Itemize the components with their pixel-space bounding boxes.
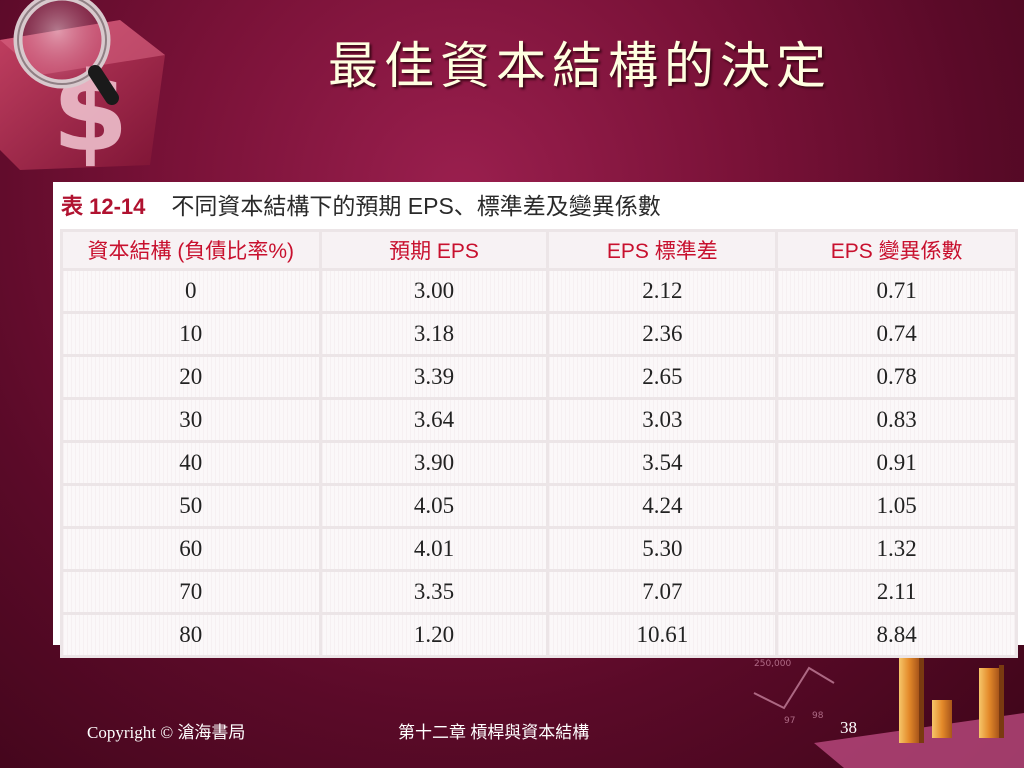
table-caption: 表 12-14 不同資本結構下的預期 EPS、標準差及變異係數	[61, 187, 661, 225]
cell-std-dev: 10.61	[549, 615, 776, 655]
bar-chart-graphic: 250,000 97 98	[753, 650, 1024, 768]
cell-expected-eps: 4.01	[321, 529, 547, 569]
cell-debt-ratio: 80	[63, 615, 319, 655]
cell-debt-ratio: 60	[63, 529, 319, 569]
table-row: 40 3.90 3.54 0.91	[63, 443, 1015, 483]
page-number: 38	[840, 718, 857, 737]
cell-debt-ratio: 20	[63, 357, 319, 397]
table-panel: 表 12-14 不同資本結構下的預期 EPS、標準差及變異係數 資本結構 (負債比…	[53, 182, 1024, 658]
cell-std-dev: 3.54	[549, 443, 776, 483]
cell-debt-ratio: 0	[63, 271, 319, 311]
eps-table: 資本結構 (負債比率%) 預期 EPS EPS 標準差 EPS 變異係數 0 3…	[60, 229, 1018, 658]
cell-cv: 0.83	[778, 400, 1015, 440]
cell-expected-eps: 4.05	[321, 486, 547, 526]
cell-debt-ratio: 70	[63, 572, 319, 612]
table-header-row: 資本結構 (負債比率%) 預期 EPS EPS 標準差 EPS 變異係數	[63, 232, 1015, 268]
table-row: 50 4.05 4.24 1.05	[63, 486, 1015, 526]
cell-expected-eps: 3.90	[321, 443, 547, 483]
cell-debt-ratio: 50	[63, 486, 319, 526]
cell-cv: 0.78	[778, 357, 1015, 397]
cell-debt-ratio: 30	[63, 400, 319, 440]
cell-expected-eps: 3.00	[321, 271, 547, 311]
table-row: 10 3.18 2.36 0.74	[63, 314, 1015, 354]
cell-cv: 1.32	[778, 529, 1015, 569]
footer-copyright: Copyright © 滄海書局	[87, 723, 246, 742]
table-row: 30 3.64 3.03 0.83	[63, 400, 1015, 440]
table-row: 70 3.35 7.07 2.11	[63, 572, 1015, 612]
cell-std-dev: 5.30	[549, 529, 776, 569]
cell-expected-eps: 3.39	[321, 357, 547, 397]
cell-debt-ratio: 10	[63, 314, 319, 354]
table-row: 20 3.39 2.65 0.78	[63, 357, 1015, 397]
cell-expected-eps: 3.18	[321, 314, 547, 354]
table-title: 不同資本結構下的預期 EPS、標準差及變異係數	[171, 193, 661, 219]
cell-expected-eps: 3.35	[321, 572, 547, 612]
svg-text:98: 98	[812, 711, 824, 721]
cell-cv: 8.84	[778, 615, 1015, 655]
cell-cv: 0.71	[778, 271, 1015, 311]
cell-std-dev: 2.36	[549, 314, 776, 354]
dollar-magnifier-icon: $	[0, 0, 165, 175]
cell-std-dev: 4.24	[549, 486, 776, 526]
footer-chapter-title: 第十二章 槓桿與資本結構	[398, 723, 590, 742]
cell-cv: 0.91	[778, 443, 1015, 483]
header-capital-structure: 資本結構 (負債比率%)	[63, 232, 319, 268]
svg-text:97: 97	[784, 716, 795, 726]
table-row: 0 3.00 2.12 0.71	[63, 271, 1015, 311]
table-row: 60 4.01 5.30 1.32	[63, 529, 1015, 569]
cell-std-dev: 2.65	[549, 357, 776, 397]
table-number: 表 12-14	[61, 194, 146, 219]
cell-cv: 0.74	[778, 314, 1015, 354]
header-expected-eps: 預期 EPS	[321, 232, 547, 268]
table-row: 80 1.20 10.61 8.84	[63, 615, 1015, 655]
cell-std-dev: 3.03	[549, 400, 776, 440]
cell-std-dev: 7.07	[549, 572, 776, 612]
header-eps-std-dev: EPS 標準差	[549, 232, 776, 268]
cell-debt-ratio: 40	[63, 443, 319, 483]
cell-std-dev: 2.12	[549, 271, 776, 311]
slide-title: 最佳資本結構的決定	[328, 37, 832, 95]
cell-cv: 2.11	[778, 572, 1015, 612]
svg-text:250,000: 250,000	[754, 659, 791, 669]
header-eps-cv: EPS 變異係數	[778, 232, 1015, 268]
cell-expected-eps: 1.20	[321, 615, 547, 655]
cell-expected-eps: 3.64	[321, 400, 547, 440]
cell-cv: 1.05	[778, 486, 1015, 526]
